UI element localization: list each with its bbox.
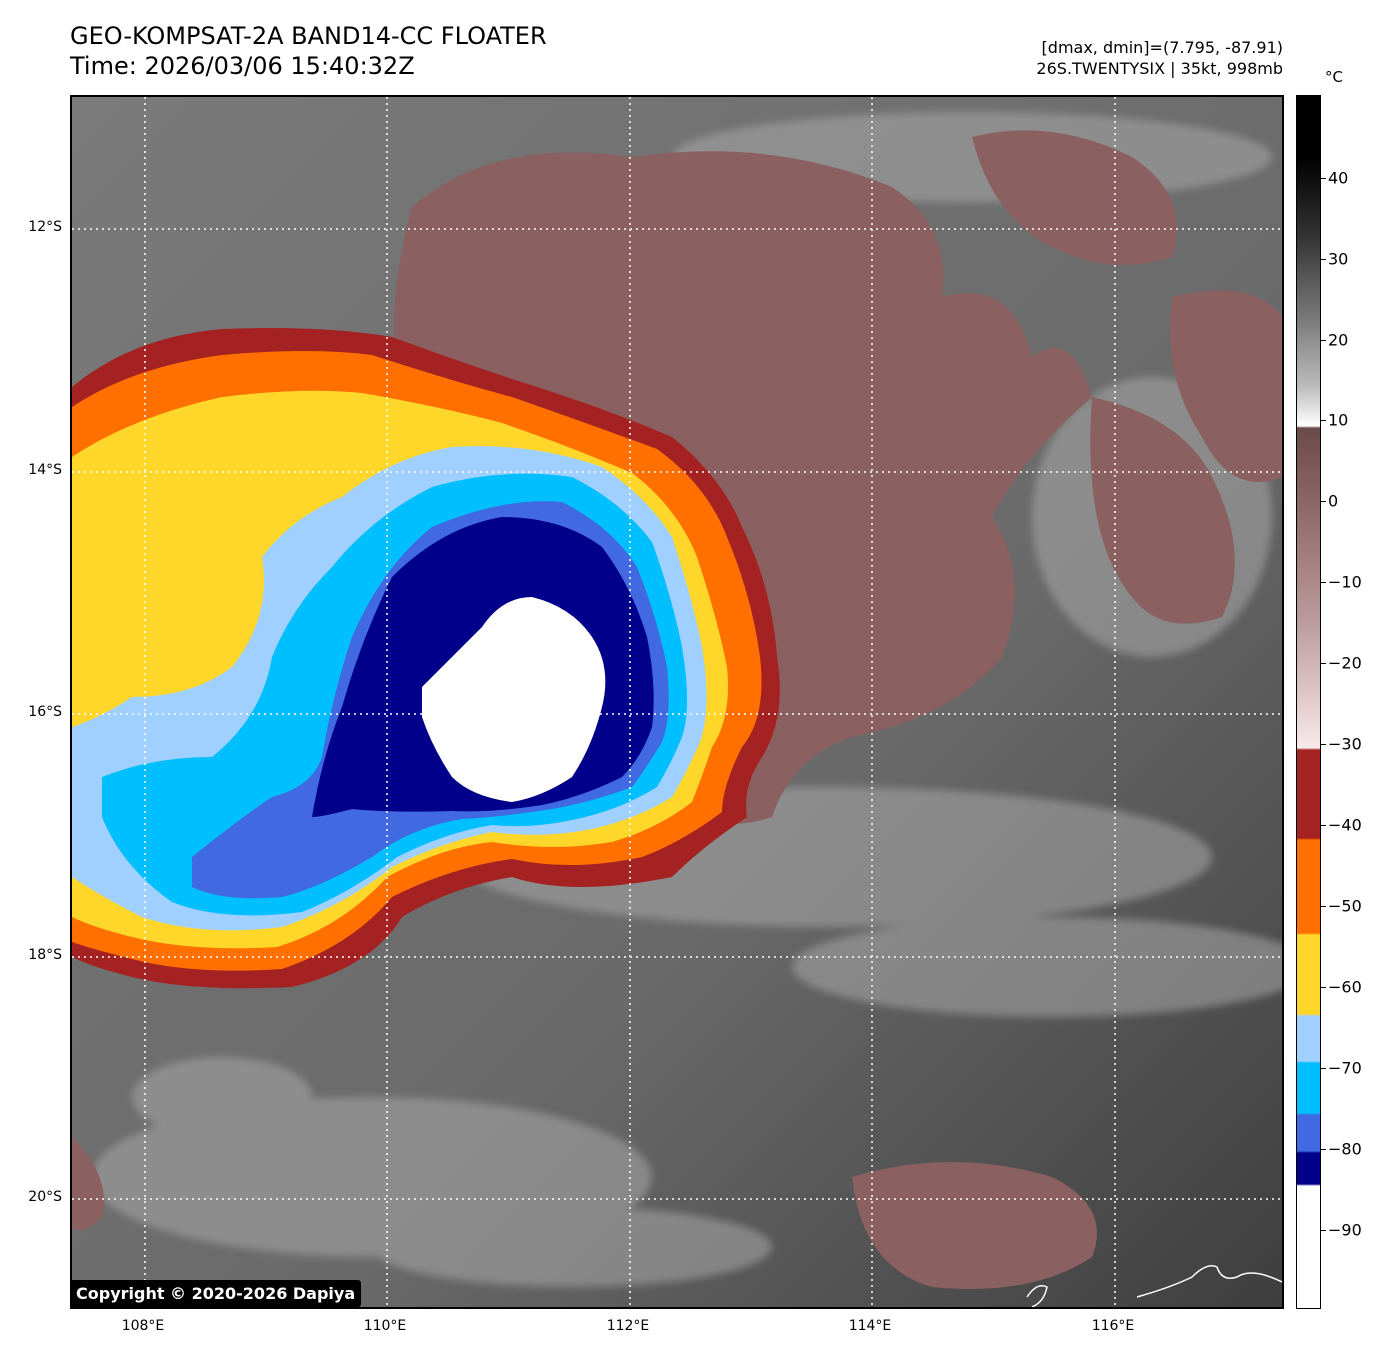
info-line-1: [dmax, dmin]=(7.795, -87.91) — [1041, 38, 1283, 57]
colorbar-tick-m50 — [1321, 906, 1326, 907]
colorbar-tick-10 — [1321, 420, 1326, 421]
lon-label-114e: 114°E — [848, 1318, 892, 1334]
colorbar-tick-m10 — [1321, 582, 1326, 583]
colorbar-tick-40 — [1321, 178, 1326, 179]
mid-level-cloud-areas — [72, 130, 1282, 1289]
colorbar-label-m20: −20 — [1328, 653, 1362, 673]
colorbar-label-40: 40 — [1328, 168, 1349, 188]
lat-label-20s: 20°S — [28, 1189, 62, 1205]
lon-label-110e: 110°E — [363, 1318, 407, 1334]
copyright-badge: Copyright © 2020-2026 Dapiya — [70, 1280, 362, 1307]
convective-cloud-shield — [72, 328, 780, 989]
colorbar-unit: °C — [1325, 68, 1343, 86]
lon-label-108e: 108°E — [121, 1318, 165, 1334]
coastline — [1136, 1265, 1282, 1298]
colorbar-label-m80: −80 — [1328, 1139, 1362, 1159]
map-image — [72, 97, 1282, 1307]
colorbar-tick-m40 — [1321, 825, 1326, 826]
lat-label-14s: 14°S — [28, 462, 62, 478]
colorbar-label-0: 0 — [1328, 491, 1339, 511]
colorbar-tick-m30 — [1321, 744, 1326, 745]
colorbar-label-30: 30 — [1328, 249, 1349, 269]
lon-label-116e: 116°E — [1091, 1318, 1135, 1334]
satellite-map — [70, 95, 1284, 1309]
gridlines — [72, 97, 1282, 1307]
colorbar-label-m70: −70 — [1328, 1058, 1362, 1078]
colorbar-tick-20 — [1321, 340, 1326, 341]
colorbar-label-m90: −90 — [1328, 1220, 1362, 1240]
colorbar-tick-m20 — [1321, 663, 1326, 664]
colorbar-tick-m70 — [1321, 1068, 1326, 1069]
colorbar-label-m40: −40 — [1328, 815, 1362, 835]
colorbar-label-m50: −50 — [1328, 896, 1362, 916]
colorbar-label-10: 10 — [1328, 410, 1349, 430]
colorbar-tick-m90 — [1321, 1230, 1326, 1231]
colorbar-tick-0 — [1321, 501, 1326, 502]
coastline-island — [1026, 1285, 1048, 1307]
lat-label-16s: 16°S — [28, 704, 62, 720]
info-line-2: 26S.TWENTYSIX | 35kt, 998mb — [1036, 59, 1283, 78]
colorbar-label-20: 20 — [1328, 330, 1349, 350]
colorbar-tick-30 — [1321, 259, 1326, 260]
colorbar-label-m10: −10 — [1328, 572, 1362, 592]
colorbar-tick-m60 — [1321, 987, 1326, 988]
title-line-2: Time: 2026/03/06 15:40:32Z — [70, 52, 415, 80]
colorbar — [1296, 95, 1321, 1309]
colorbar-label-m30: −30 — [1328, 734, 1362, 754]
lat-label-12s: 12°S — [28, 219, 62, 235]
colorbar-label-m60: −60 — [1328, 977, 1362, 997]
colorbar-tick-m80 — [1321, 1149, 1326, 1150]
lat-label-18s: 18°S — [28, 947, 62, 963]
lon-label-112e: 112°E — [606, 1318, 650, 1334]
title-line-1: GEO-KOMPSAT-2A BAND14-CC FLOATER — [70, 22, 547, 50]
